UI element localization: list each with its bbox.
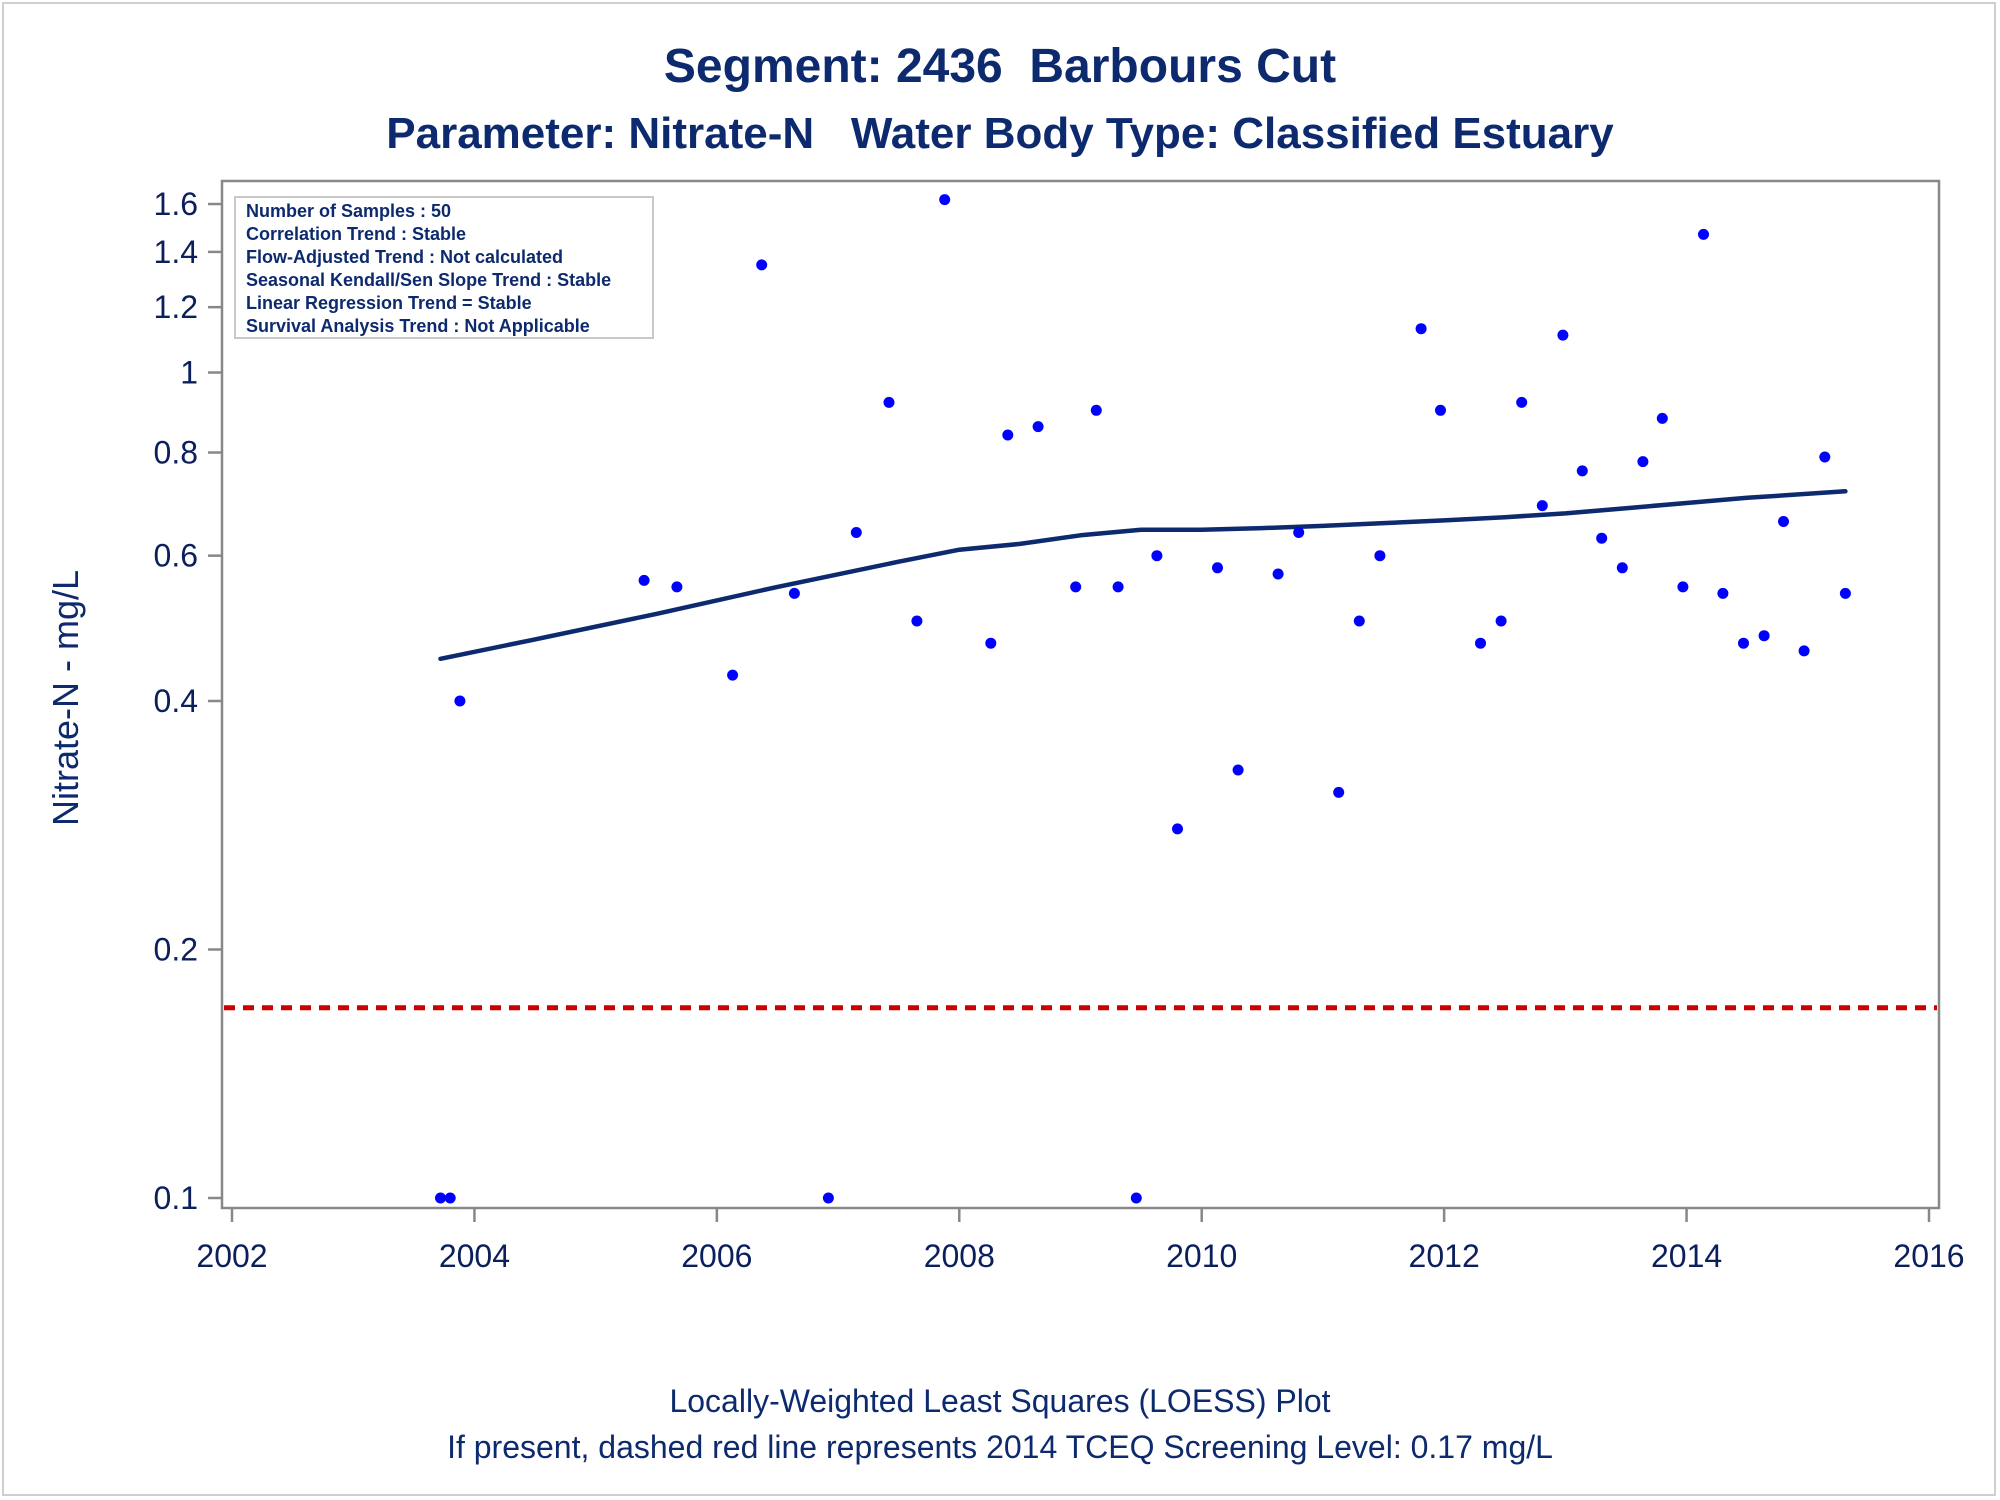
data-point	[1353, 615, 1365, 627]
data-point	[939, 194, 951, 206]
stats-line-samples: Number of Samples : 50	[246, 201, 451, 221]
y-tick-label: 0.8	[154, 435, 198, 471]
data-point	[1778, 516, 1789, 527]
stats-line-correlation: Correlation Trend : Stable	[246, 224, 466, 244]
x-tick-label: 2002	[196, 1238, 267, 1274]
y-tick-label: 0.6	[154, 538, 198, 574]
chart-subtitle: Parameter: Nitrate-N Water Body Type: Cl…	[386, 109, 1614, 158]
x-tick-label: 2004	[439, 1238, 510, 1274]
y-axis-title: Nitrate-N - mg/L	[45, 570, 86, 826]
data-point	[1495, 615, 1507, 627]
data-point	[911, 615, 923, 627]
data-point	[1415, 323, 1427, 335]
data-point	[985, 637, 997, 649]
y-tick-label: 1.4	[154, 234, 198, 270]
y-tick-label: 0.1	[154, 1180, 198, 1216]
x-tick-label: 2016	[1893, 1238, 1964, 1274]
data-point	[1272, 568, 1284, 580]
data-point	[1536, 500, 1548, 512]
data-point	[1656, 412, 1668, 424]
data-point	[1232, 764, 1244, 776]
stats-line-linear-regression: Linear Regression Trend = Stable	[246, 293, 532, 313]
data-point	[1758, 630, 1770, 642]
data-point	[822, 1192, 834, 1204]
data-point	[756, 259, 768, 271]
chart-title: Segment: 2436 Barbours Cut	[664, 40, 1336, 93]
stats-line-survival-analysis: Survival Analysis Trend : Not Applicable	[246, 316, 590, 336]
data-point	[1212, 562, 1223, 574]
y-tick-label: 1.6	[154, 186, 198, 222]
sample-points	[435, 194, 1851, 1204]
data-point	[1839, 587, 1851, 599]
plot-area	[220, 179, 1941, 1210]
data-point	[1738, 637, 1749, 649]
data-point	[727, 669, 739, 681]
data-point	[1557, 329, 1569, 341]
x-tick-label: 2010	[1166, 1238, 1237, 1274]
loess-curve	[438, 489, 1848, 662]
data-point	[1435, 404, 1446, 416]
data-point	[883, 396, 895, 408]
data-point	[1516, 396, 1528, 408]
data-point	[1172, 823, 1183, 835]
x-tick-label: 2014	[1651, 1238, 1722, 1274]
stats-line-seasonal-kendall: Seasonal Kendall/Sen Slope Trend : Stabl…	[246, 270, 611, 290]
data-point	[1130, 1192, 1142, 1204]
y-tick-label: 0.4	[154, 683, 198, 719]
data-point	[1090, 404, 1102, 416]
data-point	[788, 587, 800, 599]
data-point	[1293, 527, 1305, 538]
data-point	[1576, 465, 1588, 477]
data-point	[1798, 645, 1810, 657]
data-point	[435, 1192, 446, 1204]
data-point	[1374, 550, 1386, 562]
data-point	[1070, 581, 1082, 593]
x-tick-label: 2012	[1409, 1238, 1480, 1274]
data-point	[1596, 532, 1608, 544]
data-point	[1698, 228, 1709, 240]
data-point	[1616, 562, 1628, 574]
x-tick-label: 2008	[924, 1238, 995, 1274]
footnote-screening: If present, dashed red line represents 2…	[447, 1429, 1553, 1465]
data-point	[1032, 421, 1044, 433]
data-point	[444, 1192, 456, 1204]
stats-box-border	[234, 196, 654, 339]
y-tick-label: 0.2	[154, 932, 198, 968]
y-axis: 0.1 0.2 0.4 0.6 0.8 1 1.2 1.4 1.6	[154, 186, 222, 1216]
data-point	[454, 695, 466, 707]
data-point	[1333, 786, 1345, 798]
data-point	[850, 527, 862, 538]
data-point	[1677, 581, 1689, 593]
data-point	[1637, 456, 1649, 468]
data-point	[1112, 581, 1124, 593]
data-point	[1151, 550, 1163, 562]
data-point	[1717, 587, 1729, 599]
data-point	[1819, 451, 1831, 463]
data-point	[1475, 637, 1486, 649]
data-point	[638, 574, 650, 586]
y-tick-label: 1.2	[154, 289, 198, 325]
stats-box: Number of Samples : 50 Correlation Trend…	[234, 196, 654, 339]
stats-line-flow-adjusted: Flow-Adjusted Trend : Not calculated	[246, 247, 563, 267]
x-tick-label: 2006	[681, 1238, 752, 1274]
data-point	[671, 581, 683, 593]
data-point	[1002, 429, 1014, 441]
x-axis: 2002 2004 2006 2008 2010 2012 2014 2016	[196, 1208, 1965, 1274]
y-tick-label: 1	[180, 355, 198, 391]
footnote-loess: Locally-Weighted Least Squares (LOESS) P…	[669, 1383, 1330, 1419]
